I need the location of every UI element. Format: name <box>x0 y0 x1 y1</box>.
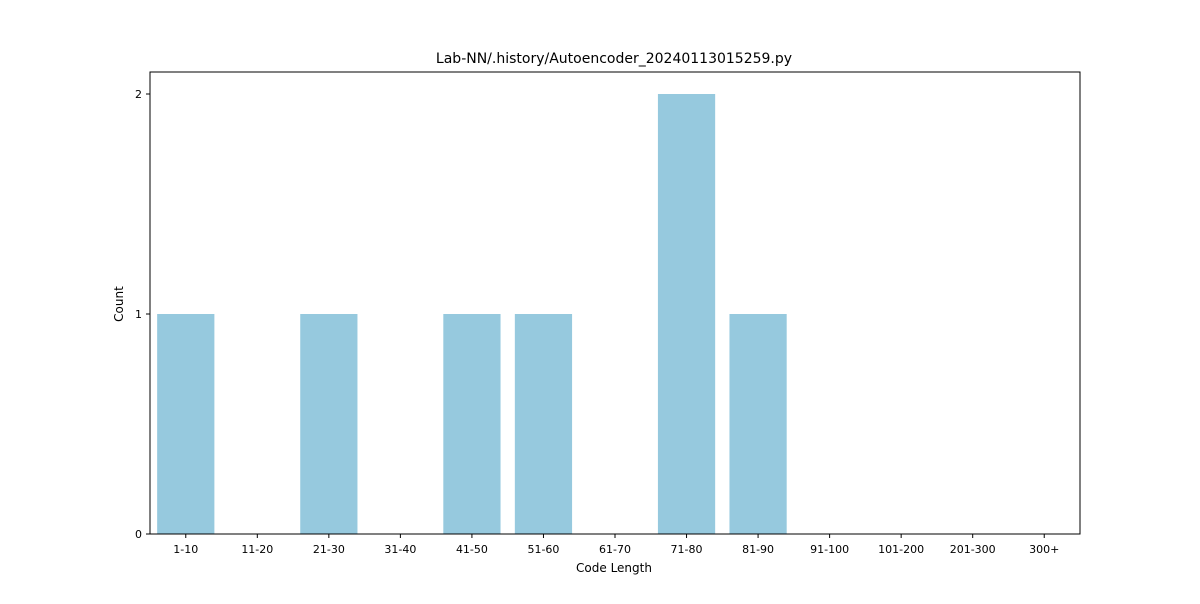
y-tick-label: 0 <box>135 528 142 541</box>
x-tick-label: 1-10 <box>173 543 198 556</box>
x-tick-label: 61-70 <box>599 543 631 556</box>
bar-51-60 <box>514 314 573 534</box>
x-tick-label: 31-40 <box>384 543 416 556</box>
bar-81-90 <box>729 314 787 534</box>
chart-title: Lab-NN/.history/Autoencoder_202401130152… <box>436 51 792 67</box>
x-tick-label: 81-90 <box>742 543 774 556</box>
bar-1-10 <box>157 314 215 534</box>
x-tick-label: 101-200 <box>878 543 924 556</box>
x-tick-label: 41-50 <box>456 543 488 556</box>
x-tick-label: 91-100 <box>810 543 849 556</box>
x-ticks-layer: 1-10 11-20 21-30 31-40 41-50 51-60 61-70 71-80 8… <box>173 534 1059 556</box>
x-tick-label: 11-20 <box>241 543 273 556</box>
x-tick-label: 300+ <box>1029 543 1059 556</box>
y-tick-label: 2 <box>135 88 142 101</box>
bar-41-50 <box>443 314 501 534</box>
bar-21-30 <box>300 314 358 534</box>
x-tick-label: 201-300 <box>950 543 996 556</box>
x-tick-label: 21-30 <box>313 543 345 556</box>
x-axis-label: Code Length <box>576 561 652 575</box>
y-ticks-layer: 0 1 2 <box>135 88 150 541</box>
x-tick-label: 51-60 <box>527 543 559 556</box>
bars-layer <box>157 94 787 534</box>
y-tick-label: 1 <box>135 308 142 321</box>
x-tick-label: 71-80 <box>671 543 703 556</box>
y-axis-label: Count <box>112 286 126 322</box>
plot-frame <box>149 71 1081 535</box>
bar-71-80 <box>657 94 716 534</box>
